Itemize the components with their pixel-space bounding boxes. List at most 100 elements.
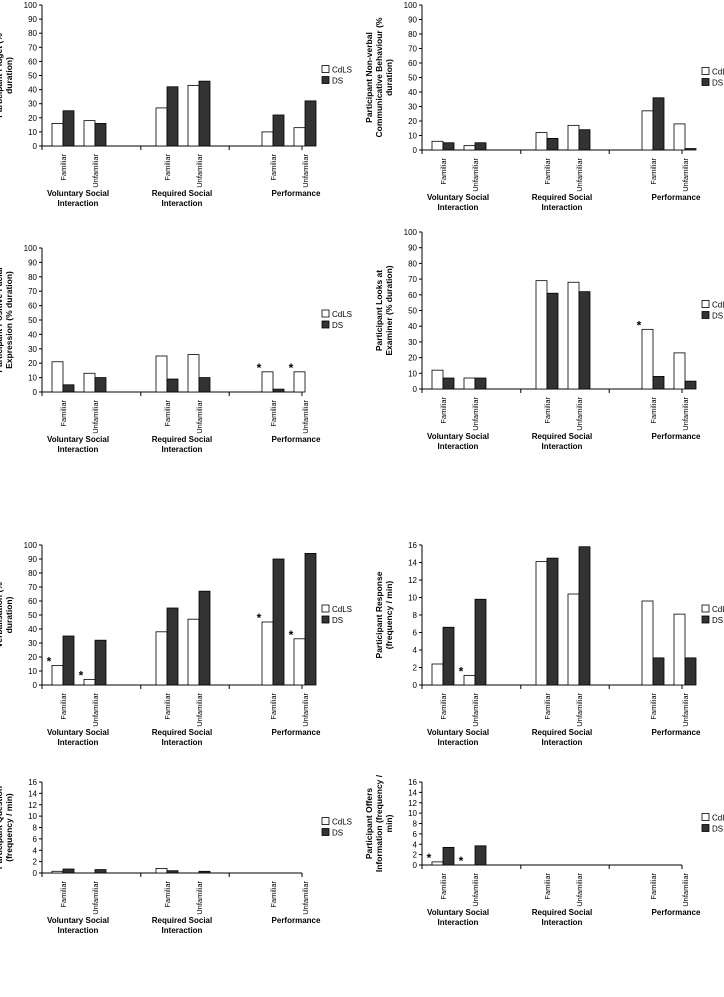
x-group-label: Performance <box>652 432 701 441</box>
bar-cdls <box>641 600 654 686</box>
y-axis-title-line: Participant Response <box>374 571 384 658</box>
bar-cdls <box>431 861 444 866</box>
x-category-label: Unfamiliar <box>575 397 584 431</box>
y-axis-title-line: Examiner (% duration) <box>384 265 394 355</box>
y-axis-title: ParticipantVerbalisation (%duration) <box>0 582 14 648</box>
y-tick-label: 50 <box>28 72 37 81</box>
x-group-label-line: Interaction <box>438 738 479 747</box>
x-group-label: Voluntary Social Interaction <box>47 189 109 208</box>
y-axis-title-line: (frequency / min) <box>384 581 394 650</box>
x-group-label-line: Interaction <box>162 926 203 935</box>
bar-ds <box>546 137 559 151</box>
legend-swatch-ds <box>321 320 330 329</box>
significance-marker: * <box>289 628 294 642</box>
x-category-label: Familiar <box>59 881 68 908</box>
x-group-label: Voluntary Social Interaction <box>47 435 109 454</box>
bar-ds <box>474 845 487 866</box>
legend-label-ds: DS <box>712 312 723 321</box>
y-tick-label: 8 <box>413 611 418 620</box>
legend-swatch-cdls <box>701 67 710 75</box>
y-tick-label: 80 <box>408 259 417 268</box>
x-category-label: Familiar <box>543 873 552 900</box>
legend-label-ds: DS <box>332 829 343 838</box>
x-group-label-line: Interaction <box>438 442 479 451</box>
bar-ds <box>94 639 107 686</box>
y-tick-label: 14 <box>408 788 417 797</box>
bar-ds <box>684 657 697 686</box>
x-category-label: Unfamiliar <box>471 397 480 431</box>
x-category-label: Familiar <box>59 400 68 427</box>
y-tick-label: 100 <box>24 1 38 10</box>
y-tick-label: 90 <box>408 244 417 253</box>
bar-ds <box>474 142 487 151</box>
x-category-label: Unfamiliar <box>301 154 310 188</box>
y-tick-label: 12 <box>408 576 417 585</box>
y-axis-title-line: Verbalisation (% <box>0 582 4 648</box>
bar-ds <box>166 607 179 686</box>
y-tick-label: 2 <box>413 664 418 673</box>
y-tick-label: 100 <box>24 541 38 550</box>
bar-ds <box>94 869 107 874</box>
x-category-label: Unfamiliar <box>681 158 690 192</box>
x-category-label: Familiar <box>649 693 658 720</box>
legend-label-ds: DS <box>712 79 723 88</box>
y-axis-title: Participant Looks atExaminer (% duration… <box>374 265 394 355</box>
bar-cdls <box>463 674 476 686</box>
x-group-label-line: Interaction <box>542 738 583 747</box>
x-group-label-line: Voluntary Social <box>47 189 109 198</box>
bar-cdls <box>431 663 444 686</box>
bar-ds <box>304 553 317 686</box>
x-group-label: Required Social Interaction <box>532 432 592 451</box>
legend-swatch-ds <box>321 828 330 836</box>
x-group-label: Required Social Interaction <box>532 728 592 747</box>
x-group-label: Performance <box>272 435 321 444</box>
x-group-label: Performance <box>272 189 321 198</box>
x-group-label-line: Voluntary Social <box>427 908 489 917</box>
significance-marker: * <box>289 361 294 375</box>
x-category-label: Familiar <box>269 154 278 181</box>
y-axis-title: Participant Fidget (%duration) <box>0 33 14 118</box>
y-tick-label: 80 <box>28 569 37 578</box>
legend-label-ds: DS <box>712 616 723 625</box>
y-tick-label: 70 <box>28 43 37 52</box>
legend-swatch-cdls <box>701 300 710 308</box>
x-group-label-line: Performance <box>652 728 701 737</box>
y-tick-label: 40 <box>408 88 417 97</box>
x-category-label: Familiar <box>649 158 658 185</box>
x-category-label: Unfamiliar <box>575 873 584 907</box>
legend-label-cdls: CdLS <box>712 301 724 310</box>
y-tick-label: 8 <box>33 824 38 833</box>
x-group-label-line: Performance <box>652 908 701 917</box>
bar-cdls <box>261 371 274 393</box>
bar-cdls <box>673 352 686 390</box>
y-axis-title-line: Expression (% duration) <box>4 271 14 369</box>
x-category-label: Familiar <box>269 693 278 720</box>
x-group-label-line: Voluntary Social <box>47 728 109 737</box>
x-category-label: Familiar <box>439 158 448 185</box>
y-tick-label: 4 <box>413 840 418 849</box>
y-axis-title: Participant Positive FacialExpression (%… <box>0 267 14 372</box>
y-tick-label: 40 <box>28 86 37 95</box>
y-tick-label: 14 <box>28 789 37 798</box>
x-group-label-line: Interaction <box>542 918 583 927</box>
y-tick-label: 6 <box>413 629 418 638</box>
x-group-label-line: Required Social <box>152 189 212 198</box>
chart-panel-5: 0 10 20 30 40 50 60 70 80 90 100 ParticipantVerbali… <box>0 541 352 747</box>
y-tick-label: 40 <box>28 625 37 634</box>
bar-ds <box>272 388 285 393</box>
chart-panel-1: 0 10 20 30 40 50 60 70 80 90 100 Participant Fidget… <box>0 1 352 208</box>
y-tick-label: 10 <box>408 132 417 141</box>
x-group-label: Required Social Interaction <box>152 189 212 208</box>
y-tick-label: 0 <box>413 861 418 870</box>
significance-marker: * <box>79 668 84 682</box>
y-axis-title-line: Communicative Behaviour (% <box>374 17 384 137</box>
x-group-label: Voluntary Social Interaction <box>427 193 489 212</box>
x-category-label: Unfamiliar <box>301 400 310 434</box>
legend-swatch-cdls <box>701 813 710 821</box>
y-axis-title-line: duration) <box>4 57 14 94</box>
bar-ds <box>474 598 487 686</box>
y-tick-label: 20 <box>28 653 37 662</box>
legend-label-cdls: CdLS <box>712 68 724 77</box>
bar-ds <box>578 291 591 390</box>
